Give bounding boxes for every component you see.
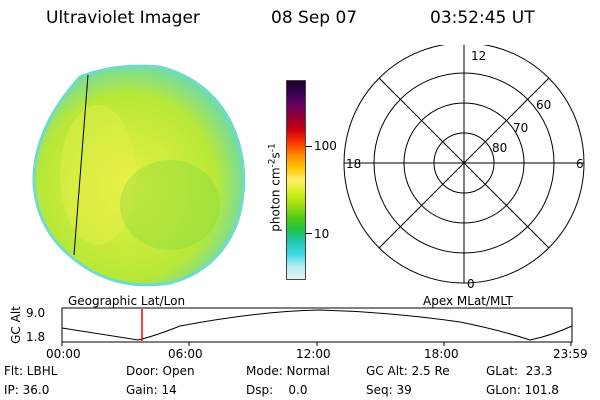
instrument-title: Ultraviolet Imager <box>46 8 200 28</box>
seq-info: Seq: 39 <box>366 383 412 397</box>
glon-info: GLon: 101.8 <box>486 383 559 397</box>
mode-info: Mode: Normal <box>246 364 330 378</box>
terminator-line <box>73 74 89 256</box>
colorbar <box>286 80 306 280</box>
mlt-label-6: 6 <box>576 157 584 171</box>
flt-info: Flt: LBHL <box>4 364 58 378</box>
lat-label-80: 80 <box>492 141 507 155</box>
door-info: Door: Open <box>126 364 195 378</box>
mlt-label-18: 18 <box>346 157 361 171</box>
colorbar-label-100: 100 <box>314 139 337 153</box>
x-tick-0600: 06:00 <box>168 347 203 361</box>
polar-grid: 12 18 6 0 60 70 80 <box>343 45 585 290</box>
x-tick-0000: 00:00 <box>46 347 81 361</box>
x-tick-1200: 12:00 <box>296 347 331 361</box>
glat-info: GLat: 23.3 <box>486 364 553 378</box>
y-tick-9: 9.0 <box>26 306 46 320</box>
plot-frame <box>61 307 573 343</box>
lat-label-70: 70 <box>513 121 528 135</box>
bright-region <box>60 105 136 245</box>
geographic-label: Geographic Lat/Lon <box>68 294 186 308</box>
time-label: 03:52:45 UT <box>430 8 535 28</box>
date-label: 08 Sep 07 <box>271 8 358 28</box>
mlt-label-0: 0 <box>467 277 475 290</box>
earth-disk <box>32 64 246 287</box>
altitude-curve <box>61 309 573 341</box>
gc-alt-axis-label: GC Alt <box>9 306 23 344</box>
colorbar-tick-10 <box>306 233 312 234</box>
ip-info: IP: 36.0 <box>4 383 50 397</box>
y-tick-1-8: 1.8 <box>26 330 46 344</box>
x-tick-2359: 23:59 <box>553 347 588 361</box>
colorbar-gradient <box>287 81 305 279</box>
dsp-info: Dsp: 0.0 <box>246 383 308 397</box>
gc-alt-info: GC Alt: 2.5 Re <box>366 364 450 378</box>
axis-diag-2 <box>378 77 550 249</box>
colorbar-unit: photon cm-2s-1 <box>267 143 283 232</box>
lat-label-60: 60 <box>536 98 551 112</box>
colorbar-label-10: 10 <box>314 227 330 241</box>
apex-label: Apex MLat/MLT <box>423 294 513 308</box>
altitude-plot <box>61 307 573 346</box>
x-tick-1800: 18:00 <box>424 347 459 361</box>
colorbar-tick-100 <box>306 146 312 147</box>
mlt-label-12: 12 <box>471 49 486 63</box>
dim-region <box>120 160 220 250</box>
gain-info: Gain: 14 <box>126 383 177 397</box>
auroral-image <box>32 64 246 287</box>
